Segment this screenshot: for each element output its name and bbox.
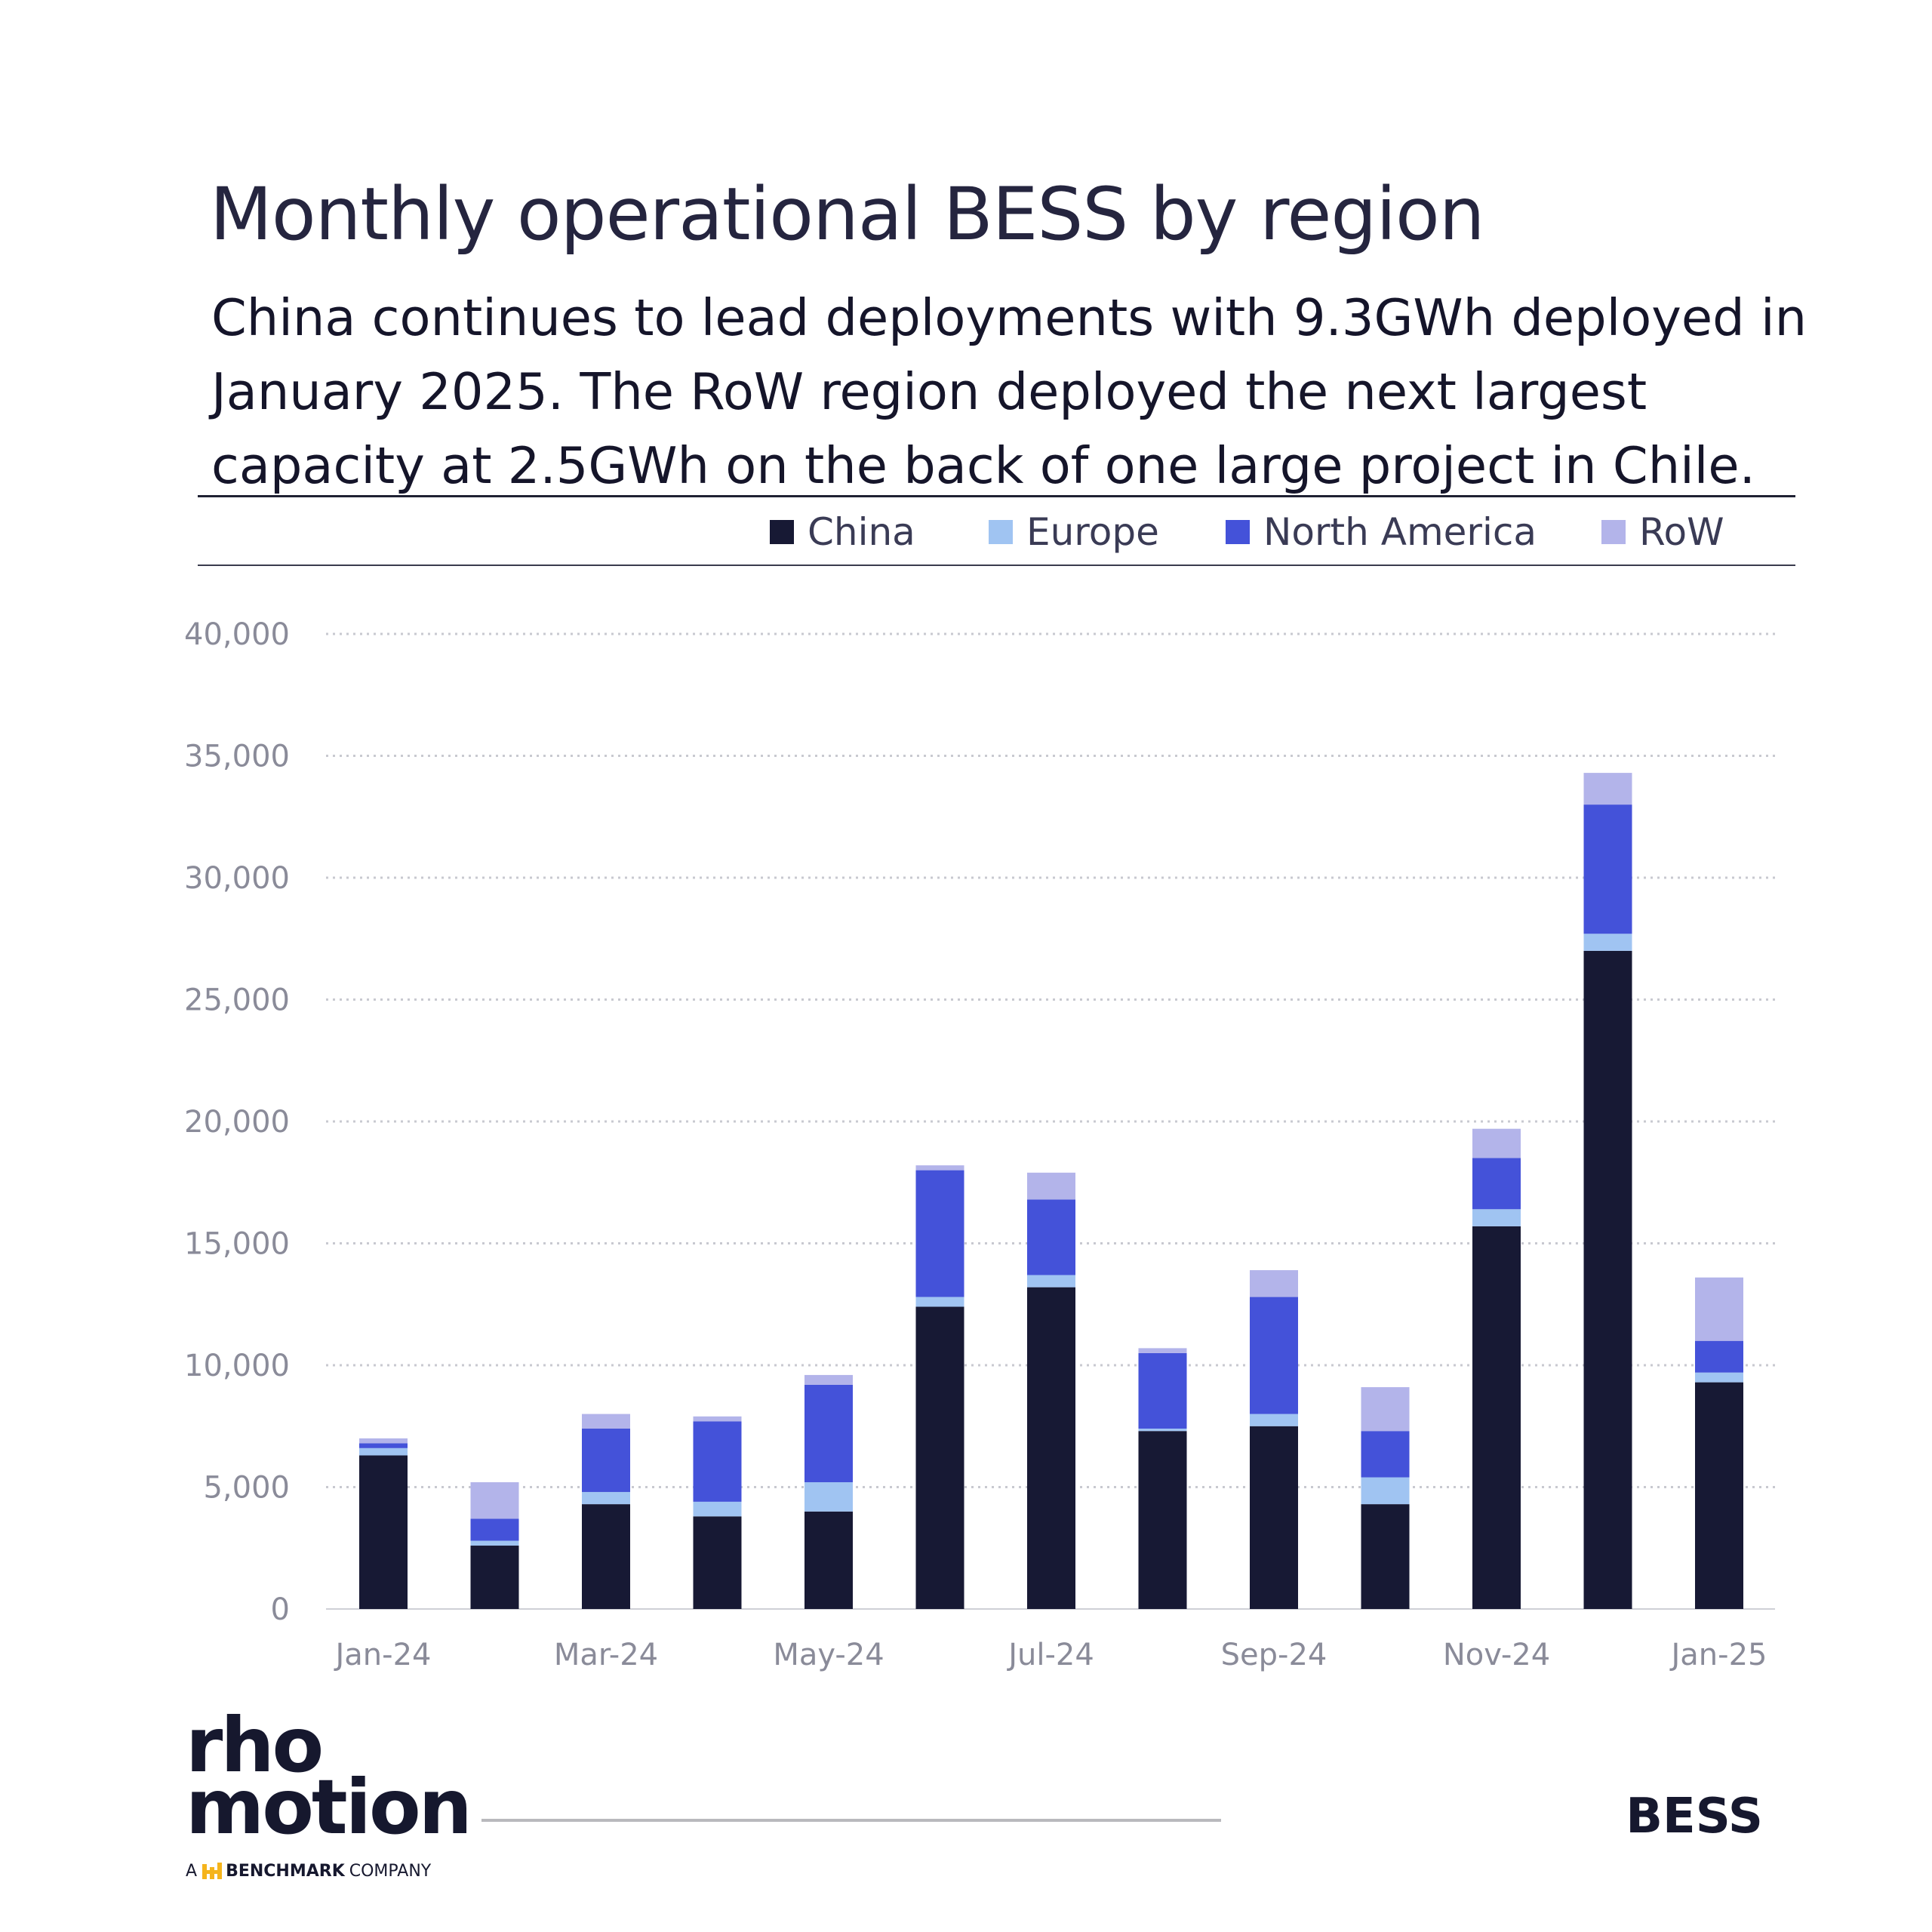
bar-segment-china (1472, 1226, 1521, 1609)
bar-segment-china (582, 1504, 630, 1609)
y-tick-label: 40,000 (184, 617, 290, 652)
bar-segment-europe (1695, 1372, 1743, 1383)
bar-segment-north-america (1361, 1431, 1410, 1478)
legend-label-china: China (808, 510, 915, 554)
legend-swatch-europe (989, 520, 1013, 544)
bar-segment-europe (1361, 1477, 1410, 1505)
x-tick-label: Mar-24 (554, 1638, 658, 1672)
footer-tag: BESS (1626, 1789, 1763, 1844)
x-tick-label: Nov-24 (1443, 1638, 1550, 1672)
bar-segment-europe (693, 1501, 742, 1517)
bar-segment-europe (1138, 1428, 1187, 1432)
bar-segment-north-america (1250, 1297, 1298, 1414)
legend-label-row: RoW (1639, 510, 1724, 554)
y-tick-label: 5,000 (203, 1471, 290, 1506)
bar-segment-china (1695, 1382, 1743, 1609)
stacked-bar-chart: 0 5,000 10,000 15,000 20,000 25,000 30,000 35,0… (184, 617, 1775, 1672)
bar-segment-north-america (1138, 1352, 1187, 1429)
legend-swatch-china (770, 520, 794, 544)
legend: China Europe North America RoW (0, 510, 1932, 555)
chart-title: Monthly operational BESS by region (210, 172, 1485, 257)
bar-segment-europe (1472, 1209, 1521, 1226)
footer-divider (481, 1819, 1221, 1822)
bar-segment-north-america (359, 1443, 408, 1448)
logo-sub-suffix: COMPANY (349, 1861, 432, 1881)
legend-label-europe: Europe (1026, 510, 1159, 554)
y-tick-label: 20,000 (184, 1105, 290, 1140)
bar-segment-north-america (1695, 1340, 1743, 1373)
bar-segment-europe (804, 1482, 853, 1512)
legend-top-rule (198, 495, 1795, 497)
legend-item-europe: Europe (989, 510, 1159, 554)
legend-swatch-north-america (1226, 520, 1250, 544)
bar-segment-europe (1250, 1414, 1298, 1426)
bar-segment-europe (582, 1491, 630, 1505)
rho-motion-logo: rho motion (186, 1701, 472, 1851)
bar-segment-row (915, 1165, 964, 1171)
legend-item-north-america: North America (1226, 510, 1537, 554)
bar-segment-china (1250, 1426, 1298, 1609)
bar-segment-europe (1583, 934, 1632, 951)
bar-segment-row (1583, 773, 1632, 805)
bar-segment-row (1138, 1348, 1187, 1353)
bar-segment-row (1695, 1277, 1743, 1341)
x-tick-label: May-24 (773, 1638, 884, 1672)
legend-bottom-rule (198, 565, 1795, 566)
logo-sub-brand: BENCHMARK (226, 1861, 345, 1881)
legend-item-china: China (770, 510, 915, 554)
y-tick-label: 25,000 (184, 983, 290, 1018)
bar-segment-china (1027, 1287, 1075, 1609)
bar-segment-north-america (693, 1421, 742, 1502)
bar-segment-north-america (1583, 804, 1632, 934)
bar-segment-europe (359, 1447, 408, 1456)
bar-segment-row (693, 1416, 742, 1422)
bar-segment-north-america (915, 1170, 964, 1297)
y-tick-label: 30,000 (184, 861, 290, 896)
bar-segment-china (1583, 950, 1632, 1609)
y-tick-label: 0 (271, 1592, 290, 1627)
bar-segment-row (1250, 1270, 1298, 1297)
bar-segment-europe (1027, 1275, 1075, 1287)
bar-segment-china (1361, 1504, 1410, 1609)
legend-item-row: RoW (1601, 510, 1724, 554)
bar-segment-china (693, 1516, 742, 1609)
logo-sub-prefix: A (186, 1861, 198, 1881)
bar-segment-north-america (470, 1518, 519, 1541)
bar-segment-china (1138, 1431, 1187, 1609)
x-tick-label: Jan-25 (1669, 1638, 1767, 1672)
benchmark-mark-icon (202, 1863, 223, 1879)
bar-segment-china (359, 1455, 408, 1609)
bar-segment-north-america (582, 1428, 630, 1492)
bar-segment-row (582, 1414, 630, 1429)
x-tick-label: Jan-24 (334, 1638, 432, 1672)
x-tick-label: Sep-24 (1221, 1638, 1327, 1672)
y-tick-label: 15,000 (184, 1227, 290, 1262)
bar-segment-europe (470, 1540, 519, 1546)
bar-segment-north-america (1472, 1158, 1521, 1210)
bar-segment-europe (915, 1297, 964, 1307)
chart-subtitle: China continues to lead deployments with… (211, 288, 1807, 495)
y-tick-label: 10,000 (184, 1349, 290, 1383)
bar-segment-row (470, 1482, 519, 1519)
bar-segment-china (804, 1511, 853, 1609)
bar-segment-china (915, 1306, 964, 1609)
bar-segment-row (804, 1374, 853, 1385)
bar-segment-row (1027, 1172, 1075, 1200)
logo-subline: A BENCHMARK COMPANY (186, 1861, 431, 1881)
bar-segment-north-america (804, 1384, 853, 1483)
x-tick-label: Jul-24 (1006, 1638, 1094, 1672)
logo-line-2: motion (186, 1763, 472, 1851)
y-tick-label: 35,000 (184, 740, 290, 774)
bar-segment-china (470, 1546, 519, 1609)
bar-segment-row (1472, 1128, 1521, 1158)
legend-swatch-row (1601, 520, 1626, 544)
bar-segment-north-america (1027, 1199, 1075, 1275)
bar-segment-row (359, 1438, 408, 1444)
legend-label-north-america: North America (1263, 510, 1537, 554)
bar-segment-row (1361, 1387, 1410, 1432)
logo-line-1: rho (186, 1701, 324, 1789)
